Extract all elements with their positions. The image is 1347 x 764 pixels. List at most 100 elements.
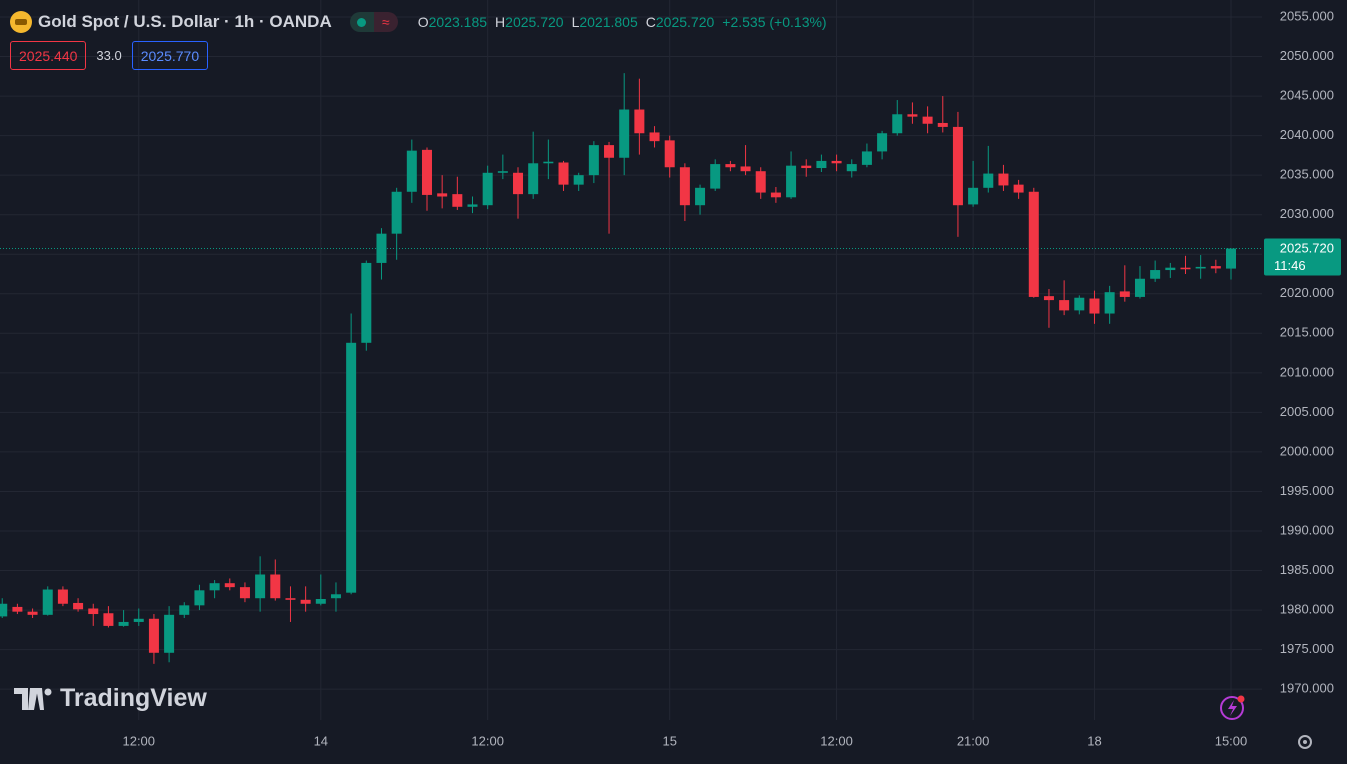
candle-body (1013, 184, 1024, 193)
candle-body (164, 614, 175, 653)
candle-body (922, 116, 933, 124)
x-tick-label: 15:00 (1215, 733, 1248, 748)
change: +2.535 (+0.13%) (722, 14, 827, 30)
spread: 33.0 (96, 48, 122, 63)
brand-name: TradingView (60, 684, 207, 712)
candle-body (543, 161, 554, 164)
candle-body (421, 149, 432, 195)
candle-body (983, 173, 994, 188)
candle-body (937, 122, 948, 127)
candle-body (1226, 248, 1236, 269)
candle-body (27, 611, 38, 615)
candle-body (88, 608, 99, 615)
candle-body (877, 133, 888, 152)
candle-body (224, 583, 235, 588)
settings-icon[interactable] (1298, 735, 1312, 749)
candle-body (1089, 298, 1100, 314)
candle-body (588, 145, 599, 176)
candle-body (573, 175, 584, 185)
ohlc-legend: O2023.185 H2025.720 L2021.805 C2025.720 +2.5… (418, 14, 827, 30)
axis-bg (1262, 0, 1347, 764)
candle-body (239, 587, 250, 599)
gear[interactable] (1298, 735, 1312, 749)
grid (0, 0, 1262, 720)
bid-button[interactable]: 2025.440 (10, 41, 87, 70)
candle-body (148, 618, 159, 653)
status-pills: ≈ (349, 12, 398, 32)
lightning[interactable] (1228, 700, 1237, 716)
candle-body (391, 191, 402, 234)
candle-body (679, 167, 690, 206)
candle-body (346, 342, 357, 593)
candle-body (133, 618, 144, 622)
candle-body (558, 162, 569, 185)
brand-logo (14, 687, 52, 710)
y-tick-label: 2010.000 (1280, 364, 1334, 379)
candle-body (467, 204, 478, 207)
candle-body (846, 164, 857, 172)
candle-body (998, 173, 1009, 186)
candle-body (330, 594, 341, 599)
y-tick-label: 1980.000 (1280, 602, 1334, 617)
x-tick-label: 18 (1087, 733, 1101, 748)
y-tick-label: 2045.000 (1280, 88, 1334, 103)
x-tick-label: 14 (314, 733, 328, 748)
candle-body (861, 151, 872, 165)
ohlc-item: C2025.720 (646, 14, 715, 30)
candle-body (952, 126, 963, 206)
candle-body (1104, 292, 1115, 314)
candle-body (270, 574, 281, 599)
price-tag-value: 2025.720 (1280, 240, 1334, 255)
alert-icon[interactable] (1220, 695, 1245, 720)
axis-bg (0, 720, 1347, 764)
x-tick-label: 12:00 (820, 733, 853, 748)
candle-body (0, 603, 8, 617)
y-tick-label: 2035.000 (1280, 167, 1334, 182)
gear-hub (1303, 740, 1307, 744)
lightning-ring[interactable] (1220, 696, 1244, 720)
candle-body (452, 194, 463, 207)
symbol-header: Gold Spot / U.S. Dollar · 1h · OANDA ≈ O… (10, 10, 827, 34)
ohlc-item: H2025.720 (495, 14, 564, 30)
candle-body (1028, 191, 1039, 297)
quotes: 2025.440 33.0 2025.770 (10, 41, 209, 70)
y-tick-label: 2050.000 (1280, 48, 1334, 63)
data-status[interactable]: ≈ (373, 12, 398, 32)
candle-body (57, 589, 68, 604)
candle-body (634, 109, 645, 134)
candle-body (649, 132, 660, 142)
y-tick-label: 1985.000 (1280, 562, 1334, 577)
candle-body (801, 165, 812, 169)
x-tick-label: 15 (662, 733, 676, 748)
candle-body (892, 114, 903, 134)
candle-body (482, 172, 493, 206)
candle-body (376, 233, 387, 263)
ask-button[interactable]: 2025.770 (131, 41, 209, 70)
x-tick-label: 21:00 (957, 733, 990, 748)
market-status[interactable] (349, 12, 374, 32)
price-countdown: 11:46 (1274, 258, 1306, 273)
ohlc-value: 2023.185 (428, 14, 488, 30)
candle-body (1043, 296, 1054, 301)
candle-body (255, 574, 266, 599)
y-tick-label: 2005.000 (1280, 404, 1334, 419)
ohlc-value: 2021.805 (579, 14, 638, 30)
candle-body (1180, 267, 1191, 270)
brand: TradingView (14, 684, 207, 713)
candle-body (12, 606, 23, 612)
alert-dot (1237, 695, 1245, 703)
candle-body (831, 160, 842, 164)
candle-body (437, 193, 448, 197)
y-tick-label: 1975.000 (1280, 641, 1334, 656)
candle-body (1134, 278, 1145, 297)
candle-body (118, 621, 129, 626)
candle-body (103, 613, 114, 626)
ohlc-item: O2023.185 (418, 14, 487, 30)
candle-body (664, 140, 675, 168)
y-tick-label: 2015.000 (1280, 325, 1334, 340)
symbol-title[interactable]: Gold Spot / U.S. Dollar · 1h · OANDA (38, 12, 332, 31)
candle-body (1195, 266, 1206, 269)
candle-body (786, 165, 797, 198)
